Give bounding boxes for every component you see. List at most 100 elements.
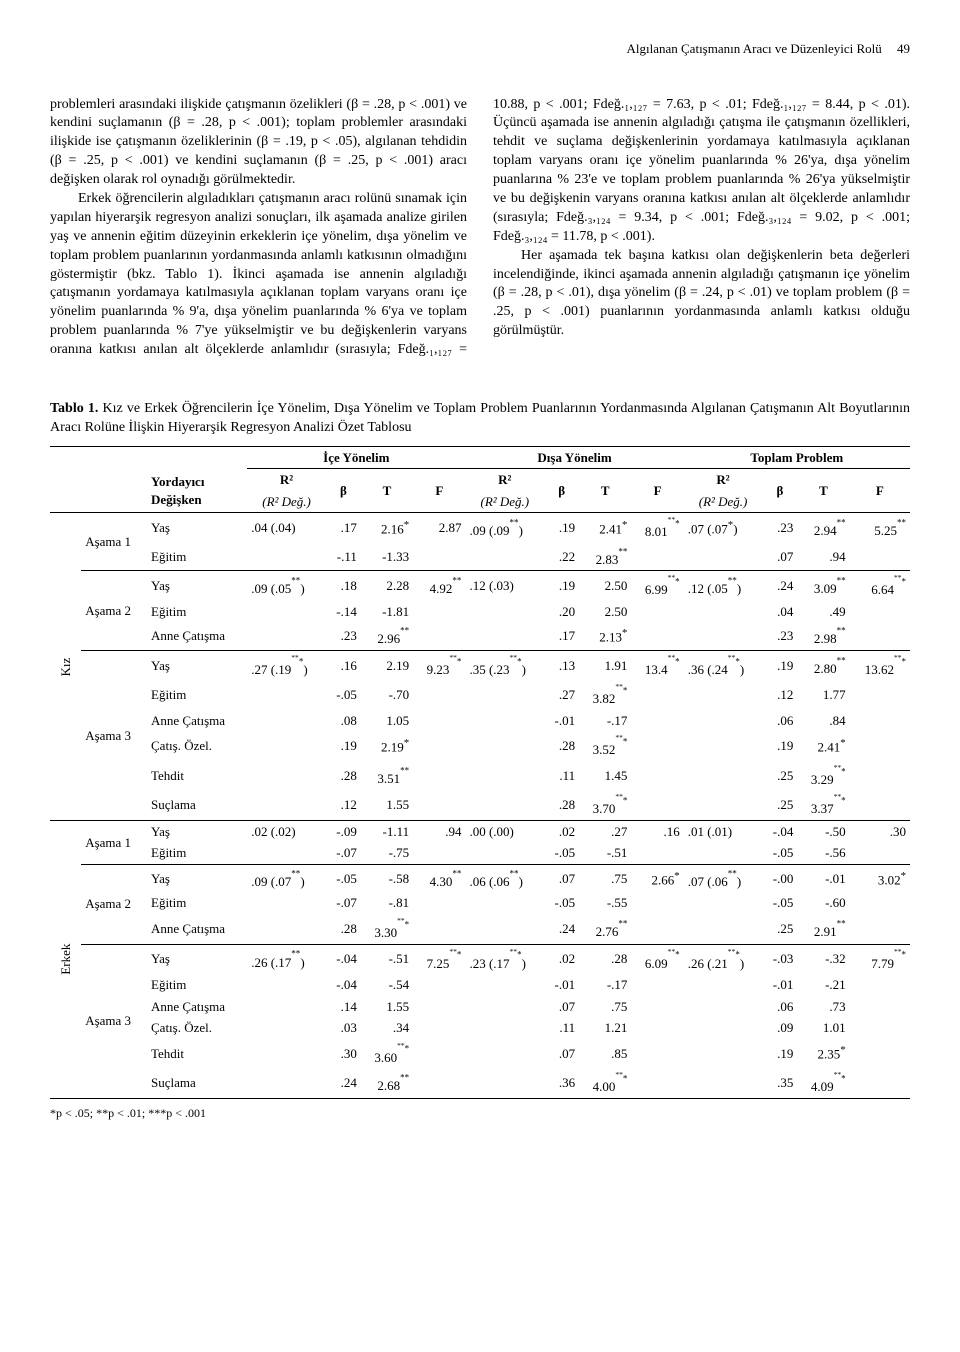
cell: -.75 (361, 842, 413, 864)
cell: .49 (797, 601, 849, 623)
cell: .07 (544, 1039, 579, 1068)
cell: .16 (631, 820, 683, 842)
cell: -.32 (797, 944, 849, 974)
cell: -.51 (579, 842, 631, 864)
cell: -.21 (797, 974, 849, 996)
cell: 2.80** (797, 650, 849, 680)
cell: 13.4*** (631, 650, 683, 680)
table-caption-text: Kız ve Erkek Öğrencilerin İçe Yönelim, D… (50, 401, 910, 435)
cell: .06 (762, 996, 797, 1018)
cell: 6.99*** (631, 571, 683, 601)
group-kiz: Kız (50, 513, 81, 820)
body-para-4: Her aşamada tek başına katkısı olan deği… (493, 248, 910, 339)
step-e1: Aşama 1 (81, 820, 147, 864)
col-section-ice: İçe Yönelim (247, 446, 465, 469)
cell: -.05 (326, 680, 361, 709)
pred: Tehdit (147, 1039, 247, 1068)
cell: .19 (762, 1039, 797, 1068)
pred: Yaş (147, 820, 247, 842)
table-caption: Tablo 1. Kız ve Erkek Öğrencilerin İçe Y… (50, 400, 910, 438)
cell: 1.05 (361, 710, 413, 732)
cell: .19 (762, 650, 797, 680)
cell: .73 (797, 996, 849, 1018)
pred: Eğitim (147, 974, 247, 996)
cell: .23 (762, 622, 797, 650)
pred: Eğitim (147, 543, 247, 571)
pred: Çatış. Özel. (147, 1017, 247, 1039)
significance-note: *p < .05; **p < .01; ***p < .001 (50, 1105, 910, 1121)
col-section-disa: Dışa Yönelim (465, 446, 683, 469)
col-r2-1a: R² (247, 469, 326, 491)
cell: 3.29*** (797, 761, 849, 790)
cell: .02 (544, 944, 579, 974)
cell: .28 (544, 790, 579, 820)
pred: Anne Çatışma (147, 622, 247, 650)
cell: .11 (544, 1017, 579, 1039)
cell: 5.25** (850, 513, 910, 543)
cell: 7.79*** (850, 944, 910, 974)
cell: .30 (326, 1039, 361, 1068)
cell: -.56 (797, 842, 849, 864)
cell: 1.91 (579, 650, 631, 680)
cell: 2.19 (361, 650, 413, 680)
cell: .07 (762, 543, 797, 571)
cell: .24 (544, 914, 579, 944)
cell: .16 (326, 650, 361, 680)
cell: -.58 (361, 864, 413, 892)
table-caption-label: Tablo 1. (50, 401, 98, 416)
cell: -.09 (326, 820, 361, 842)
running-head-page: 49 (897, 41, 910, 56)
cell: .27 (.19***) (247, 650, 326, 680)
cell: .07 (.06**) (684, 864, 763, 892)
body-text: problemleri arasındaki ilişkide çatışman… (50, 96, 910, 360)
pred: Eğitim (147, 680, 247, 709)
cell: .08 (326, 710, 361, 732)
cell: -.05 (762, 892, 797, 914)
cell: .34 (361, 1017, 413, 1039)
cell: .17 (544, 622, 579, 650)
cell: .35 (762, 1068, 797, 1098)
cell: -.03 (762, 944, 797, 974)
col-f-3: F (850, 469, 910, 513)
cell: .07 (544, 996, 579, 1018)
step-e2: Aşama 2 (81, 864, 147, 944)
cell: .12 (.03) (465, 571, 544, 601)
cell: .25 (762, 914, 797, 944)
cell: .09 (.05**) (247, 571, 326, 601)
col-r2-2b: (R² Değ.) (465, 491, 544, 513)
cell: 2.13* (579, 622, 631, 650)
cell: .27 (544, 680, 579, 709)
body-para-2: Erkek öğrencilerin algıladıkları çatışma… (50, 191, 467, 357)
cell: 2.28 (361, 571, 413, 601)
cell: -.81 (361, 892, 413, 914)
cell: -.07 (326, 892, 361, 914)
cell: .25 (762, 761, 797, 790)
step-k2: Aşama 2 (81, 571, 147, 651)
cell: .11 (544, 761, 579, 790)
cell: 2.98** (797, 622, 849, 650)
col-t-3: T (797, 469, 849, 513)
cell: .75 (579, 864, 631, 892)
cell: -.17 (579, 710, 631, 732)
cell: .04 (.04) (247, 513, 326, 543)
pred: Suçlama (147, 1068, 247, 1098)
cell: -.70 (361, 680, 413, 709)
cell: 2.66* (631, 864, 683, 892)
cell: 4.00*** (579, 1068, 631, 1098)
col-f-2: F (631, 469, 683, 513)
col-beta-2: β (544, 469, 579, 513)
cell: 9.23*** (413, 650, 465, 680)
cell: .09 (.07**) (247, 864, 326, 892)
cell: 2.91** (797, 914, 849, 944)
cell: -.05 (544, 842, 579, 864)
cell: .19 (762, 731, 797, 760)
cell: .01 (.01) (684, 820, 763, 842)
cell: -.01 (762, 974, 797, 996)
cell: 3.70*** (579, 790, 631, 820)
cell: 2.76** (579, 914, 631, 944)
cell: .24 (326, 1068, 361, 1098)
cell: .94 (797, 543, 849, 571)
cell: .06 (.06**) (465, 864, 544, 892)
cell: .36 (.24***) (684, 650, 763, 680)
cell: 4.92** (413, 571, 465, 601)
